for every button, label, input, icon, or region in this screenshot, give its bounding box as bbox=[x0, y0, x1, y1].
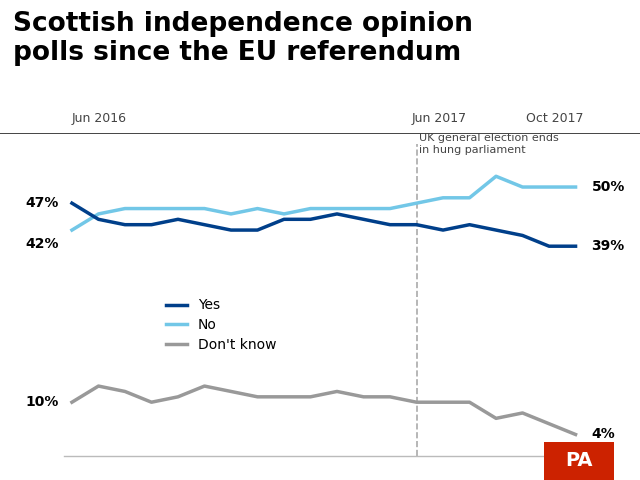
Text: 4%: 4% bbox=[591, 428, 615, 442]
Text: Jun 2017: Jun 2017 bbox=[412, 112, 467, 125]
Text: 50%: 50% bbox=[591, 180, 625, 194]
Text: 39%: 39% bbox=[591, 239, 625, 253]
Text: 42%: 42% bbox=[25, 237, 59, 251]
Legend: Yes, No, Don't know: Yes, No, Don't know bbox=[160, 293, 282, 357]
Text: Oct 2017: Oct 2017 bbox=[526, 112, 584, 125]
Text: 10%: 10% bbox=[26, 395, 59, 409]
Text: PA: PA bbox=[566, 451, 593, 470]
Text: Jun 2016: Jun 2016 bbox=[72, 112, 127, 125]
Text: Scottish independence opinion
polls since the EU referendum: Scottish independence opinion polls sinc… bbox=[13, 11, 473, 66]
Text: 47%: 47% bbox=[26, 196, 59, 210]
Text: UK general election ends
in hung parliament: UK general election ends in hung parliam… bbox=[419, 133, 559, 155]
